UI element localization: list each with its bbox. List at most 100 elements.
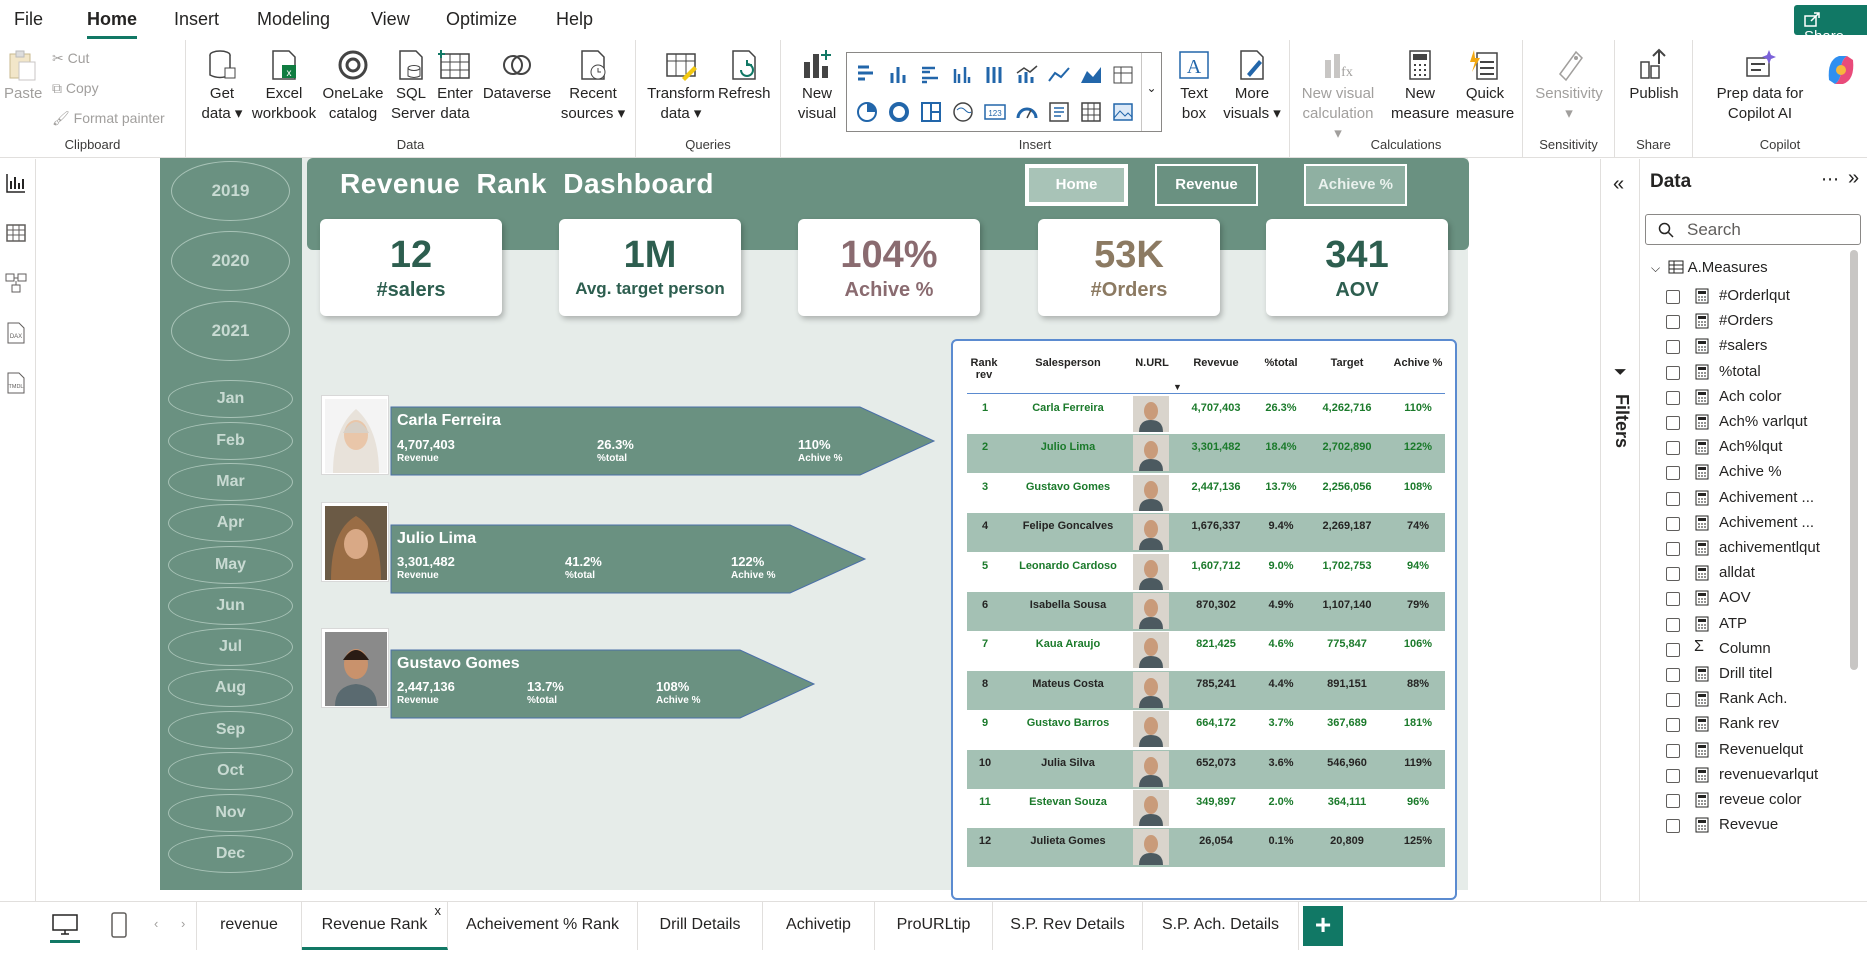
new-visual-calculation-button[interactable]: fx New visual calculation ▾ bbox=[1298, 48, 1378, 144]
more-options-icon[interactable]: ⋯ bbox=[1821, 169, 1840, 189]
map-icon[interactable] bbox=[951, 100, 975, 124]
sql-server-button[interactable]: SQL Server bbox=[391, 48, 435, 124]
field-checkbox[interactable] bbox=[1666, 693, 1680, 708]
field-checkbox[interactable] bbox=[1666, 466, 1680, 481]
slicer-year-2019[interactable]: 2019 bbox=[171, 161, 290, 221]
gauge-icon[interactable] bbox=[1015, 100, 1039, 124]
field-checkbox[interactable] bbox=[1666, 365, 1680, 380]
col-header-rank[interactable]: Rank rev bbox=[970, 357, 998, 381]
slicer-month[interactable]: Nov bbox=[168, 794, 293, 832]
nav-achieve-button[interactable]: Achieve % bbox=[1304, 164, 1407, 206]
100-column-icon[interactable] bbox=[983, 63, 1007, 87]
enter-data-button[interactable]: Enter data bbox=[436, 48, 474, 124]
table-row[interactable]: 3 Gustavo Gomes 2,447,136 13.7% 2,256,056 108… bbox=[967, 474, 1445, 513]
table-row[interactable]: 7 Kaua Araujo 821,425 4.6% 775,847 106% bbox=[967, 631, 1445, 670]
slicer-month[interactable]: Aug bbox=[168, 669, 293, 707]
page-tab-achivetip[interactable]: Achivetip bbox=[763, 902, 875, 950]
excel-workbook-button[interactable]: x Excel workbook bbox=[248, 48, 320, 124]
field-checkbox[interactable] bbox=[1666, 642, 1680, 657]
more-visuals-button[interactable]: More visuals ▾ bbox=[1222, 48, 1282, 124]
line-column-icon[interactable] bbox=[1015, 63, 1039, 87]
dax-query-view-icon[interactable]: DAX bbox=[4, 321, 28, 345]
field-checkbox[interactable] bbox=[1666, 668, 1680, 682]
dataverse-button[interactable]: Dataverse bbox=[482, 48, 552, 104]
table-row[interactable]: 8 Mateus Costa 785,241 4.4% 891,151 88% bbox=[967, 670, 1445, 710]
col-header-nurl[interactable]: N.URL bbox=[1135, 357, 1169, 369]
tab-help[interactable]: Help bbox=[556, 9, 594, 29]
gallery-expand-icon[interactable]: ⌄ bbox=[1141, 53, 1161, 131]
recent-sources-button[interactable]: Recent sources ▾ bbox=[558, 48, 628, 124]
field-checkbox[interactable] bbox=[1666, 768, 1680, 783]
tab-file[interactable]: File bbox=[14, 9, 44, 29]
slicer-month[interactable]: Jan bbox=[168, 380, 293, 418]
get-data-button[interactable]: Get data ▾ bbox=[200, 48, 244, 124]
mobile-layout-icon[interactable] bbox=[111, 912, 127, 938]
table-row[interactable]: 2 Julio Lima 3,301,482 18.4% 2,702,890 122% bbox=[967, 434, 1445, 474]
copilot-icon[interactable] bbox=[1821, 50, 1861, 90]
page-tab-acheivement-rank[interactable]: Acheivement % Rank bbox=[448, 902, 638, 950]
data-pane-scrollbar[interactable] bbox=[1850, 250, 1858, 670]
tab-view[interactable]: View bbox=[371, 9, 410, 29]
publish-button[interactable]: Publish bbox=[1625, 48, 1683, 104]
field-checkbox[interactable] bbox=[1666, 617, 1680, 632]
collapse-right-icon[interactable]: » bbox=[1848, 167, 1860, 189]
treemap-icon[interactable] bbox=[919, 100, 943, 124]
slicer-month[interactable]: Feb bbox=[168, 422, 293, 460]
field-checkbox[interactable] bbox=[1666, 743, 1680, 758]
field-checkbox[interactable] bbox=[1666, 592, 1680, 607]
transform-data-button[interactable]: Transform data ▾ bbox=[646, 48, 716, 124]
prep-data-copilot-button[interactable]: Prep data for Copilot AI bbox=[1695, 48, 1825, 124]
collapse-left-icon[interactable]: « bbox=[1613, 173, 1625, 195]
cut-button[interactable]: ✂ Cut bbox=[52, 50, 89, 67]
slicer-month[interactable]: May bbox=[168, 546, 293, 584]
slicer-year-2021[interactable]: 2021 bbox=[171, 301, 290, 361]
field-checkbox[interactable] bbox=[1666, 491, 1680, 506]
table-view-icon[interactable] bbox=[4, 221, 28, 245]
field-checkbox[interactable] bbox=[1666, 416, 1680, 430]
new-visual-button[interactable]: New visual bbox=[791, 48, 843, 124]
slicer-month[interactable]: Oct bbox=[168, 752, 293, 790]
refresh-button[interactable]: Refresh bbox=[718, 48, 771, 104]
page-tab-revenue-rank[interactable]: Revenue Rank x bbox=[302, 902, 448, 950]
stacked-bar-icon[interactable] bbox=[855, 63, 879, 87]
table-row[interactable]: 9 Gustavo Barros 664,172 3.7% 367,689 181% bbox=[967, 710, 1445, 749]
card-icon[interactable]: 123 bbox=[983, 100, 1007, 124]
table-visual-icon[interactable] bbox=[1079, 100, 1103, 124]
scroll-left-icon[interactable]: ‹ bbox=[154, 916, 159, 931]
multi-row-card-icon[interactable] bbox=[1047, 100, 1071, 124]
sensitivity-button[interactable]: Sensitivity ▾ bbox=[1529, 48, 1609, 124]
paste-button[interactable]: Paste bbox=[4, 48, 42, 104]
slicer-year-2020[interactable]: 2020 bbox=[171, 231, 290, 291]
measures-table-node[interactable]: ⌵ A.Measures bbox=[1651, 259, 1768, 276]
col-header-revevue[interactable]: Revevue bbox=[1193, 357, 1239, 369]
table-row[interactable]: 5 Leonardo Cardoso 1,607,712 9.0% 1,702,753 9… bbox=[967, 553, 1445, 592]
quick-measure-button[interactable]: Quick measure bbox=[1452, 48, 1518, 124]
slicer-month[interactable]: Mar bbox=[168, 463, 293, 501]
line-chart-icon[interactable] bbox=[1047, 63, 1071, 87]
col-header-achive[interactable]: Achive % bbox=[1393, 357, 1443, 369]
area-chart-icon[interactable] bbox=[1079, 63, 1103, 87]
slicer-month[interactable]: Jun bbox=[168, 587, 293, 625]
clustered-bar-icon[interactable] bbox=[919, 63, 943, 87]
model-view-icon[interactable] bbox=[4, 271, 28, 295]
text-box-button[interactable]: A Text box bbox=[1172, 48, 1216, 124]
add-page-button[interactable]: + bbox=[1303, 906, 1343, 946]
field-checkbox[interactable] bbox=[1666, 516, 1680, 531]
table-row[interactable]: 1 Carla Ferreira 4,707,403 26.3% 4,262,716 11… bbox=[967, 395, 1445, 434]
close-tab-icon[interactable]: x bbox=[434, 903, 442, 918]
field-checkbox[interactable] bbox=[1666, 794, 1680, 808]
nav-revenue-button[interactable]: Revenue bbox=[1155, 164, 1258, 206]
share-button[interactable]: Share bbox=[1794, 5, 1867, 45]
stacked-column-icon[interactable] bbox=[887, 63, 911, 87]
image-visual-icon[interactable] bbox=[1111, 100, 1135, 124]
slicer-month[interactable]: Apr bbox=[168, 504, 293, 542]
field-checkbox[interactable] bbox=[1666, 441, 1680, 456]
table-row[interactable]: 6 Isabella Sousa 870,302 4.9% 1,107,140 79% bbox=[967, 592, 1445, 631]
table-row[interactable]: 10 Julia Silva 652,073 3.6% 546,960 119% bbox=[967, 749, 1445, 789]
field-checkbox[interactable] bbox=[1666, 819, 1680, 834]
new-measure-button[interactable]: New measure bbox=[1391, 48, 1449, 124]
tmdl-view-icon[interactable]: TMDL bbox=[4, 371, 28, 395]
slicer-month[interactable]: Dec bbox=[168, 835, 293, 873]
nav-home-button[interactable]: Home bbox=[1025, 164, 1128, 206]
page-tab-sp-ach-details[interactable]: S.P. Ach. Details bbox=[1143, 902, 1299, 950]
